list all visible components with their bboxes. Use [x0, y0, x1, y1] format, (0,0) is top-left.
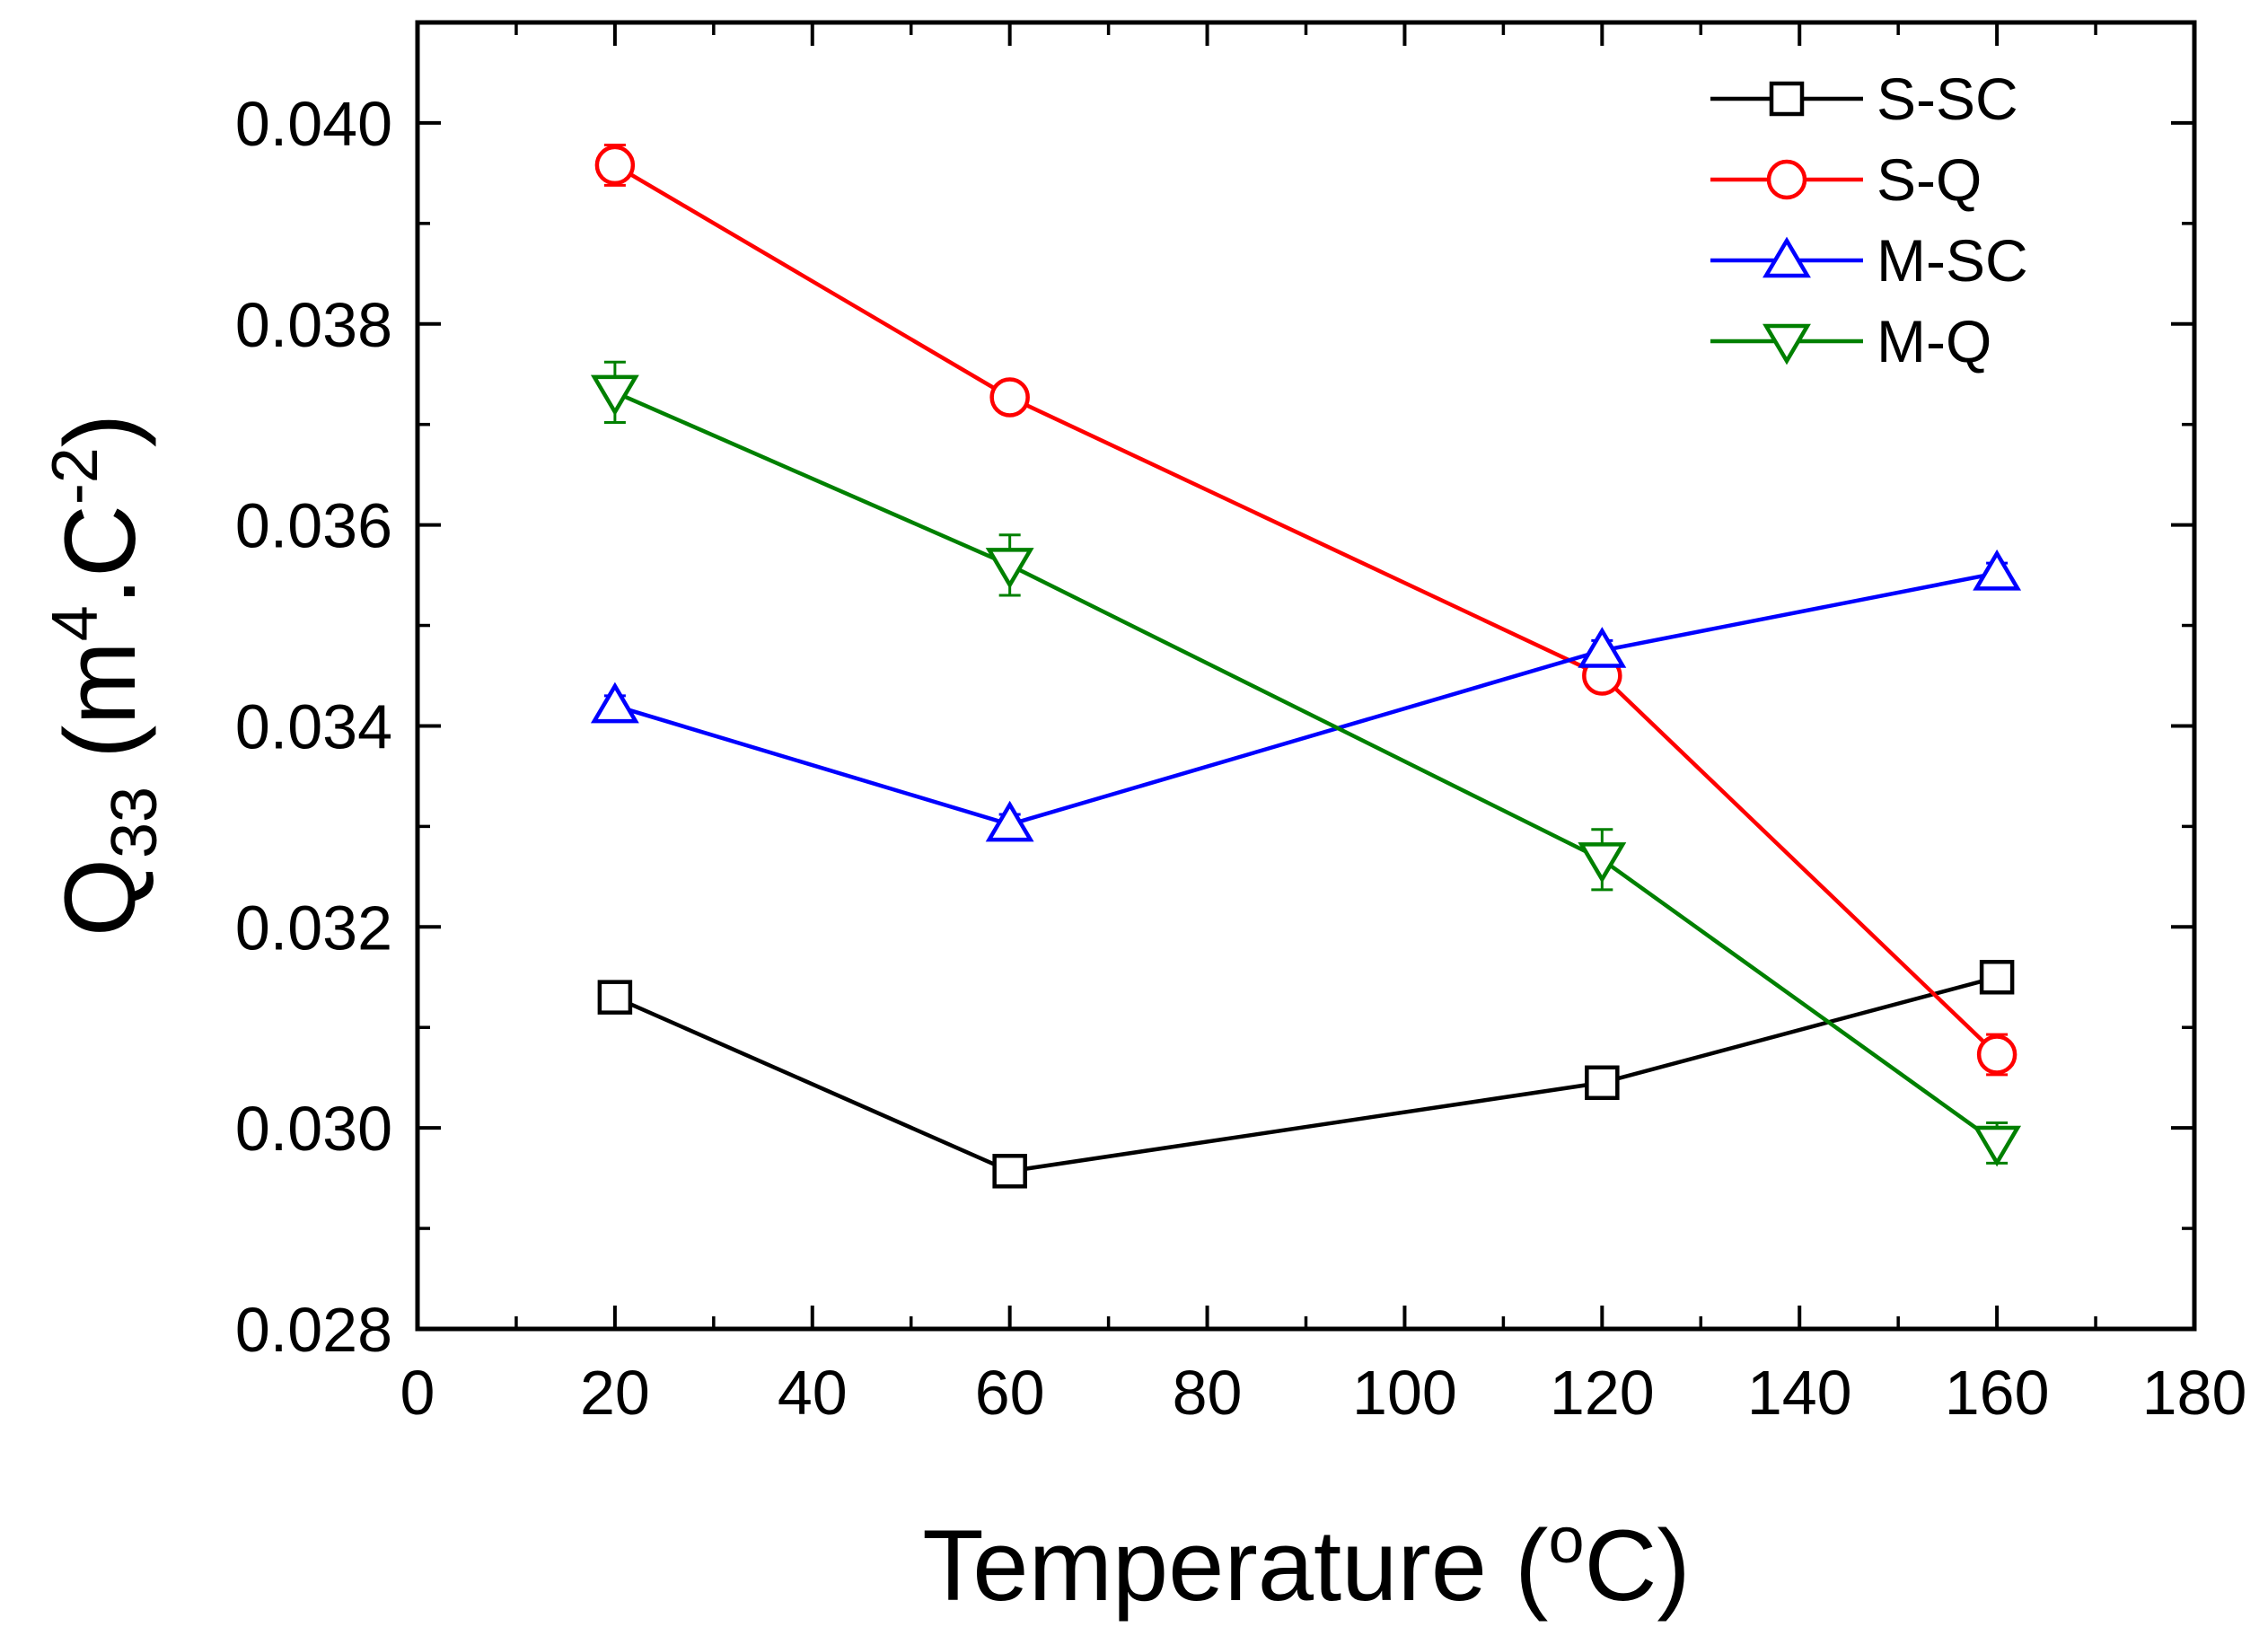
- data-point: [597, 980, 633, 1015]
- x-axis-title-end: C): [1585, 1509, 1691, 1622]
- x-tick-label: 100: [1352, 1358, 1457, 1428]
- y-tick-label: 0.038: [235, 290, 392, 360]
- y-axis-title-q: Q: [44, 858, 156, 937]
- legend-item-m-q: M-Q: [1710, 308, 1991, 374]
- y-axis-title-sup1: 4: [40, 605, 111, 641]
- legend-label: S-Q: [1877, 146, 1982, 213]
- legend-item-m-sc: M-SC: [1710, 227, 2028, 294]
- series-m-sc: [590, 549, 2022, 842]
- x-tick-label: 80: [1173, 1358, 1243, 1428]
- plot-frame: [415, 20, 2197, 1332]
- x-tick-label: 160: [1945, 1358, 2050, 1428]
- data-point: [1976, 1034, 2017, 1075]
- y-axis-title-sub: 33: [99, 787, 171, 858]
- y-tick-label: 0.032: [235, 893, 392, 963]
- legend-marker: [1763, 323, 1811, 365]
- x-axis-title: Temperature (oC): [922, 1505, 1690, 1622]
- y-axis-title-open: (m: [44, 641, 156, 787]
- y-axis-title: Q33 (m4.C-2): [40, 414, 171, 937]
- legend-item-s-q: S-Q: [1710, 146, 1982, 213]
- data-point: [985, 800, 1034, 842]
- y-tick-label: 0.034: [235, 691, 392, 761]
- legend-label: M-Q: [1877, 308, 1991, 374]
- x-tick-label: 140: [1747, 1358, 1852, 1428]
- legend-marker: [1763, 236, 1811, 278]
- series-layer: [590, 144, 2022, 1189]
- data-point: [992, 1154, 1027, 1189]
- tick-layer: 0 20 40 60 80 100 120 140 160 180 0.028 0.030 0.032 0…: [235, 21, 2247, 1428]
- data-point: [989, 377, 1030, 418]
- data-point: [590, 374, 639, 417]
- data-point: [1973, 549, 2022, 591]
- y-axis-title-close: ): [44, 414, 156, 447]
- legend-marker: [1769, 81, 1805, 117]
- series-line: [613, 163, 1999, 1057]
- series-s-sc: [597, 960, 2015, 1189]
- data-point: [1979, 960, 2015, 995]
- y-tick-label: 0.028: [235, 1295, 392, 1365]
- x-axis-title-main: Temperature (: [922, 1509, 1548, 1622]
- series-m-q: [590, 360, 2022, 1167]
- data-point: [1973, 1125, 2022, 1167]
- x-tick-label: 120: [1550, 1358, 1655, 1428]
- data-point: [985, 548, 1034, 589]
- y-axis-title-mid: .C: [44, 505, 156, 605]
- legend-label: M-SC: [1877, 227, 2028, 294]
- data-point: [1578, 842, 1627, 884]
- x-tick-label: 20: [580, 1358, 650, 1428]
- legend-marker: [1766, 159, 1807, 200]
- y-tick-label: 0.030: [235, 1094, 392, 1164]
- legend: S-SC S-Q M-SC M-Q: [1710, 66, 2028, 374]
- data-point: [590, 682, 639, 724]
- x-tick-label: 40: [778, 1358, 848, 1428]
- x-axis-title-sup: o: [1548, 1505, 1584, 1577]
- legend-item-s-sc: S-SC: [1710, 66, 2018, 132]
- y-tick-label: 0.040: [235, 89, 392, 159]
- x-tick-label: 0: [400, 1358, 435, 1428]
- y-tick-label: 0.036: [235, 491, 392, 561]
- series-line: [614, 571, 1998, 827]
- data-point: [594, 145, 636, 186]
- legend-label: S-SC: [1877, 66, 2018, 132]
- y-axis-title-sup2: -2: [40, 447, 111, 505]
- x-tick-label: 60: [975, 1358, 1045, 1428]
- data-point: [1585, 1065, 1620, 1101]
- series-line: [613, 975, 1998, 1174]
- series-line: [613, 390, 1999, 1145]
- data-point: [1578, 627, 1627, 668]
- x-tick-label: 180: [2142, 1358, 2247, 1428]
